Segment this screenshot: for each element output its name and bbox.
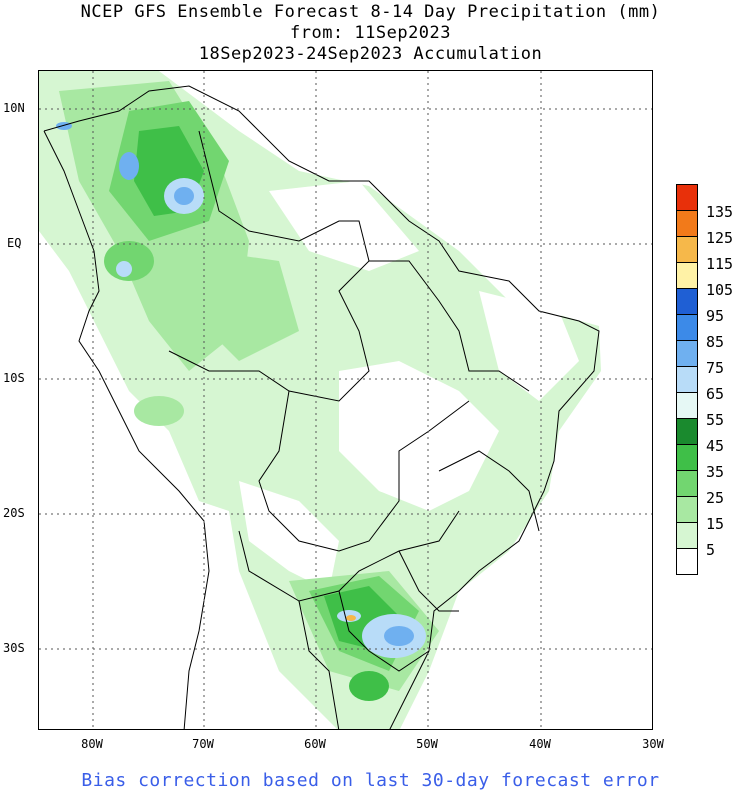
grid-lines	[39, 71, 652, 729]
legend-swatch	[676, 210, 698, 237]
legend-label: 5	[706, 541, 716, 559]
legend-swatch	[676, 288, 698, 315]
legend-swatch	[676, 470, 698, 497]
title-line-3: 18Sep2023-24Sep2023 Accumulation	[198, 44, 543, 64]
lon-label-70w: 70W	[192, 737, 214, 751]
lat-label-30s: 30S	[3, 641, 25, 655]
lat-label-eq: EQ	[7, 236, 22, 250]
lon-label-60w: 60W	[304, 737, 326, 751]
legend-swatch	[676, 444, 698, 471]
map-svg	[39, 71, 652, 729]
lat-label-10s: 10S	[3, 371, 25, 385]
legend-swatch	[676, 418, 698, 445]
legend-swatch	[676, 496, 698, 523]
lon-label-30w: 30W	[642, 737, 664, 751]
legend-swatch	[676, 184, 698, 211]
legend-label: 105	[706, 281, 734, 299]
lat-label-10n: 10N	[3, 101, 25, 115]
legend-swatch	[676, 522, 698, 549]
legend-label: 115	[706, 255, 734, 273]
legend-label: 85	[706, 333, 725, 351]
title-line-2: from: 11Sep2023	[289, 23, 452, 43]
color-legend	[676, 184, 698, 575]
legend-swatch	[676, 366, 698, 393]
precip-heavy-layer	[56, 122, 426, 658]
precipitation-map	[38, 70, 653, 730]
precip-dry-layer	[239, 181, 579, 591]
legend-label: 65	[706, 385, 725, 403]
legend-swatch	[676, 314, 698, 341]
legend-swatch	[676, 392, 698, 419]
legend-swatch	[676, 340, 698, 367]
legend-label: 75	[706, 359, 725, 377]
legend-label: 55	[706, 411, 725, 429]
coastline	[43, 85, 600, 729]
legend-label: 25	[706, 489, 725, 507]
legend-label: 125	[706, 229, 734, 247]
legend-label: 35	[706, 463, 725, 481]
footer-note: Bias correction based on last 30-day for…	[81, 770, 660, 791]
legend-swatch	[676, 548, 698, 575]
lon-label-40w: 40W	[529, 737, 551, 751]
legend-label: 95	[706, 307, 725, 325]
legend-label: 45	[706, 437, 725, 455]
legend-label: 135	[706, 203, 734, 221]
legend-label: 15	[706, 515, 725, 533]
legend-swatch	[676, 236, 698, 263]
title-line-1: NCEP GFS Ensemble Forecast 8-14 Day Prec…	[80, 2, 661, 22]
legend-swatch	[676, 262, 698, 289]
lon-label-50w: 50W	[416, 737, 438, 751]
lat-label-20s: 20S	[3, 506, 25, 520]
lon-label-80w: 80W	[81, 737, 103, 751]
